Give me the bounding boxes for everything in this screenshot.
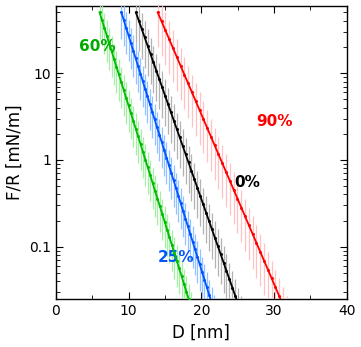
Text: 60%: 60%	[79, 40, 116, 54]
Text: 25%: 25%	[158, 250, 194, 265]
X-axis label: D [nm]: D [nm]	[173, 323, 230, 341]
Y-axis label: F/R [mN/m]: F/R [mN/m]	[5, 104, 23, 200]
Text: 0%: 0%	[234, 175, 260, 190]
Text: 90%: 90%	[256, 113, 292, 129]
